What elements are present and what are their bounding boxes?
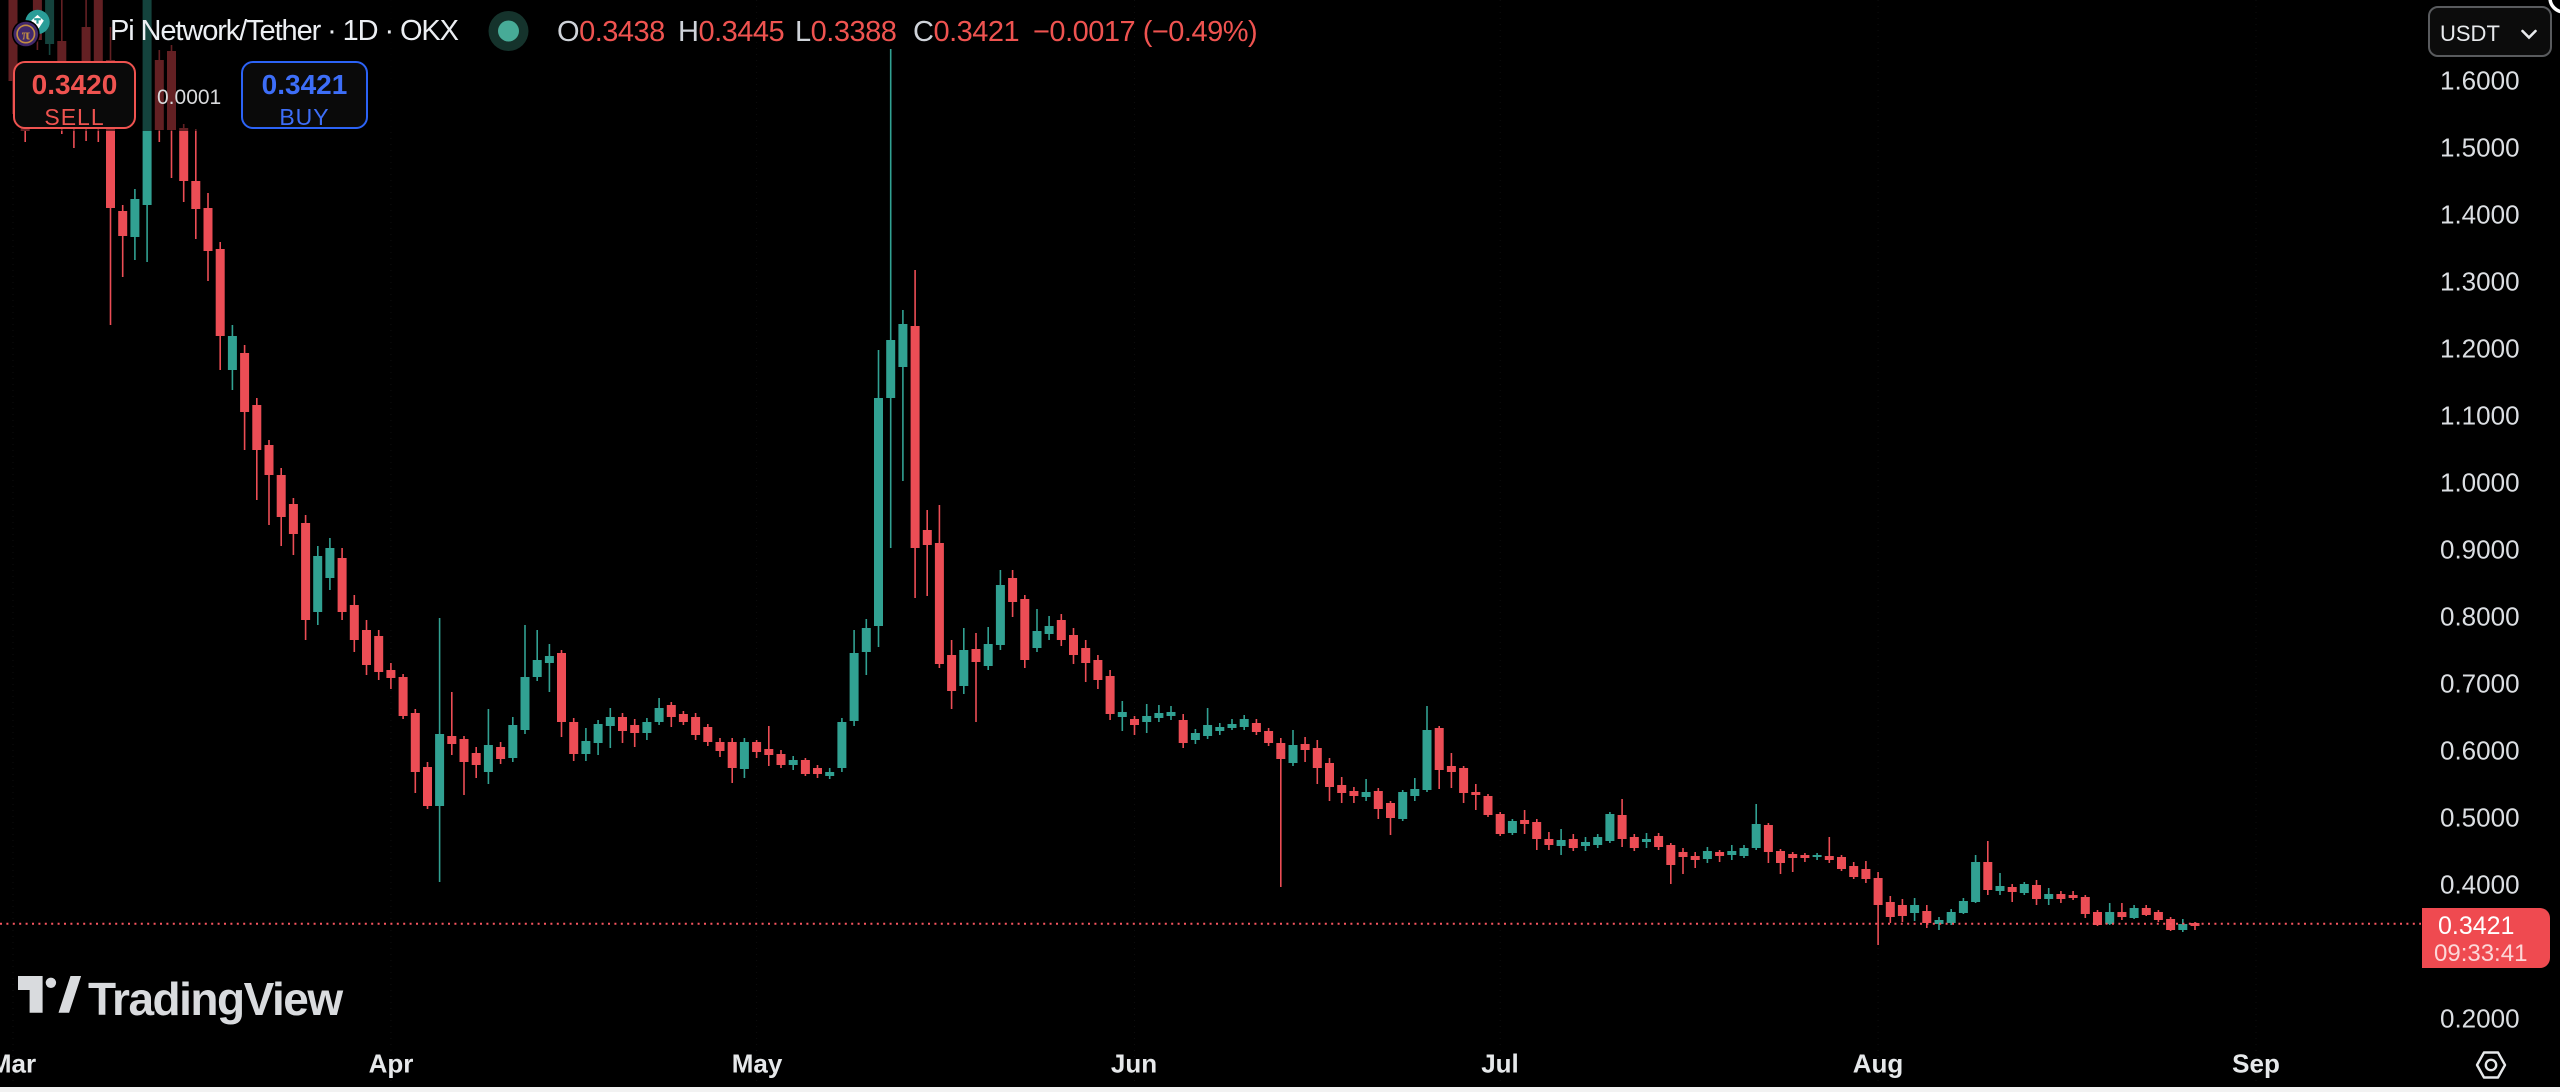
svg-text:π: π bbox=[22, 28, 31, 44]
